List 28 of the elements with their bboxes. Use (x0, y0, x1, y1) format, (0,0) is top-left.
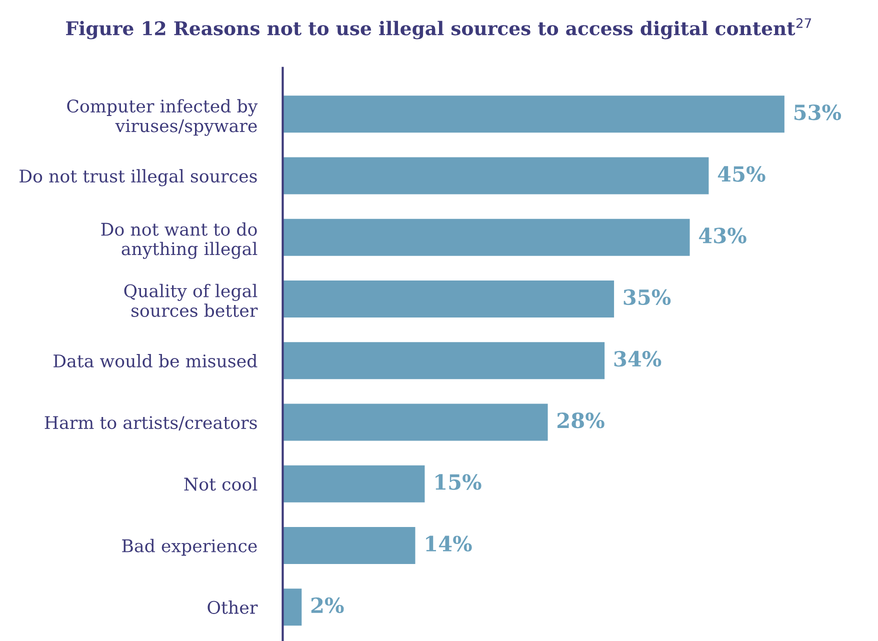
bar (282, 157, 709, 194)
bar (282, 465, 425, 502)
y-tick-label: Quality of legal sources better (124, 284, 258, 318)
y-tick-label: Computer infected by viruses/spyware (67, 99, 258, 136)
bar (282, 280, 614, 318)
bar (282, 218, 690, 256)
data-label: 28% (558, 412, 604, 428)
y-tick-label: Harm to artists/creators (44, 416, 257, 430)
data-label: 2% (311, 597, 344, 614)
y-tick-label: Do not trust illegal sources (20, 169, 257, 186)
y-tick-label: Bad experience (122, 538, 257, 556)
bar (282, 404, 548, 441)
y-tick-label: Data would be misused (54, 354, 258, 368)
bar (282, 342, 605, 380)
data-label: 14% (426, 536, 472, 552)
data-label: 53% (794, 104, 842, 120)
y-tick-label: Do not want to do anything illegal (101, 222, 258, 259)
data-label: 15% (436, 474, 482, 490)
chart-title: Figure 12 Reasons not to use illegal sources to access digital content$^{27}$ (66, 18, 812, 40)
bar (282, 527, 416, 564)
y-tick-label: Not cool (184, 477, 258, 491)
data-label: 45% (718, 166, 766, 182)
data-label: 35% (624, 289, 671, 306)
bar (282, 588, 302, 626)
y-tick-label: Other (208, 600, 258, 614)
bar (282, 96, 784, 133)
data-label: 43% (698, 228, 746, 244)
data-label: 34% (614, 350, 662, 367)
